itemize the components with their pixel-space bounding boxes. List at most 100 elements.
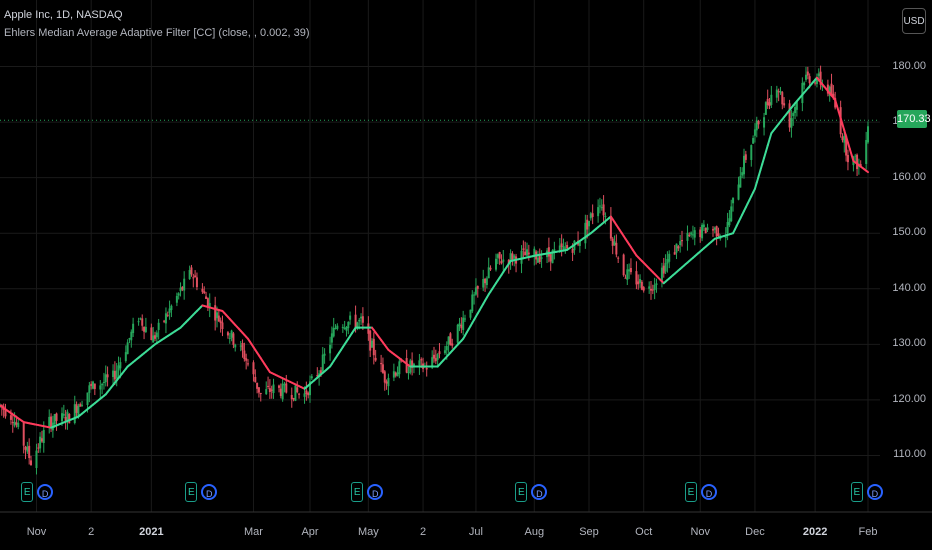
candle-body: [387, 377, 390, 387]
candle-body: [713, 227, 716, 230]
candle-body: [152, 335, 155, 343]
candle-body: [24, 446, 27, 450]
earnings-marker[interactable]: E: [515, 482, 529, 504]
candle-body: [398, 361, 401, 375]
earnings-marker[interactable]: E: [21, 482, 35, 504]
candle-body: [93, 383, 96, 390]
candle-body: [826, 84, 829, 94]
candle-body: [405, 358, 408, 373]
candle-body: [17, 422, 20, 427]
candle-body: [854, 155, 857, 157]
candle-body: [252, 362, 255, 375]
candle-body: [666, 258, 669, 264]
candle-body: [9, 415, 12, 420]
candle-body: [775, 89, 778, 98]
dividend-marker[interactable]: D: [201, 484, 218, 500]
candle-body: [611, 238, 614, 246]
candle-body: [181, 286, 184, 290]
candle-body: [383, 371, 386, 383]
time-tick-label: Dec: [745, 526, 765, 538]
earnings-icon: E: [21, 482, 34, 502]
candle-body: [268, 388, 271, 393]
candle-body: [677, 246, 680, 249]
candle-body: [154, 335, 156, 339]
candle-body: [341, 326, 344, 329]
candle-body: [283, 384, 286, 386]
time-tick-label: 2022: [802, 526, 828, 538]
candle-body: [104, 374, 107, 383]
candle-body: [484, 278, 487, 284]
dividend-marker[interactable]: D: [367, 484, 384, 500]
candle-body: [372, 338, 375, 356]
candle-body: [845, 135, 848, 156]
candle-body: [30, 460, 32, 465]
candle-body: [597, 207, 600, 217]
time-tick-label: Nov: [690, 526, 711, 538]
candle-body: [360, 316, 363, 319]
candle-body: [226, 332, 229, 336]
price-tick-label: 150.00: [892, 226, 926, 239]
candle-body: [520, 250, 523, 264]
candle-body: [279, 388, 282, 397]
candle-body: [648, 286, 651, 289]
candle-body: [781, 92, 784, 105]
filter-segment: [759, 163, 764, 172]
candle-body: [693, 230, 696, 238]
earnings-marker[interactable]: E: [684, 482, 699, 504]
dividend-marker[interactable]: D: [866, 484, 883, 500]
candle-body: [458, 323, 461, 327]
candle-body: [329, 344, 332, 354]
candle-body: [407, 372, 410, 374]
candle-body: [203, 291, 206, 294]
candle-body: [843, 135, 846, 143]
candle-body: [358, 319, 361, 322]
candle-body: [305, 390, 308, 395]
candle-body: [349, 315, 352, 320]
earnings-icon: E: [515, 482, 528, 502]
candle-body: [281, 383, 284, 400]
candle-body: [524, 251, 527, 256]
candle-body: [157, 322, 160, 330]
time-tick-label: 2021: [139, 526, 164, 538]
candle-body: [183, 278, 186, 291]
candle-body: [739, 176, 742, 188]
candle-body: [64, 417, 67, 423]
candle-body: [334, 327, 337, 329]
candle-body: [436, 354, 439, 360]
candle-body: [4, 408, 7, 417]
dividend-marker[interactable]: D: [37, 484, 54, 500]
candle-body: [219, 320, 222, 324]
candle-body: [717, 233, 720, 236]
candle-body: [343, 327, 346, 329]
candle-body: [369, 330, 372, 351]
candle-body: [77, 406, 80, 416]
candle-body: [482, 279, 485, 288]
candle-body: [102, 381, 105, 383]
candle-body: [726, 222, 729, 234]
currency-button[interactable]: USD: [902, 8, 926, 34]
candle-body: [90, 383, 93, 386]
candle-body: [551, 250, 554, 264]
candle-body: [770, 94, 773, 105]
candlestick-series: [0, 65, 869, 475]
candle-body: [330, 333, 333, 343]
candle-body: [509, 253, 512, 262]
candle-body: [527, 252, 530, 255]
candle-body: [564, 247, 567, 249]
dividend-marker[interactable]: D: [700, 484, 717, 500]
candle-body: [650, 288, 652, 291]
candle-body: [741, 172, 744, 176]
candle-body: [626, 269, 629, 280]
candle-body: [380, 362, 383, 365]
dividend-marker[interactable]: D: [531, 484, 548, 500]
earnings-marker[interactable]: E: [351, 482, 365, 504]
candle-body: [752, 138, 755, 144]
candle-body: [690, 232, 693, 235]
candle-body: [443, 350, 446, 354]
candle-body: [124, 352, 127, 362]
indicator-legend[interactable]: Ehlers Median Average Adaptive Filter [C…: [4, 27, 310, 39]
earnings-marker[interactable]: E: [850, 482, 865, 504]
candle-body: [62, 413, 65, 416]
earnings-marker[interactable]: E: [185, 482, 199, 504]
